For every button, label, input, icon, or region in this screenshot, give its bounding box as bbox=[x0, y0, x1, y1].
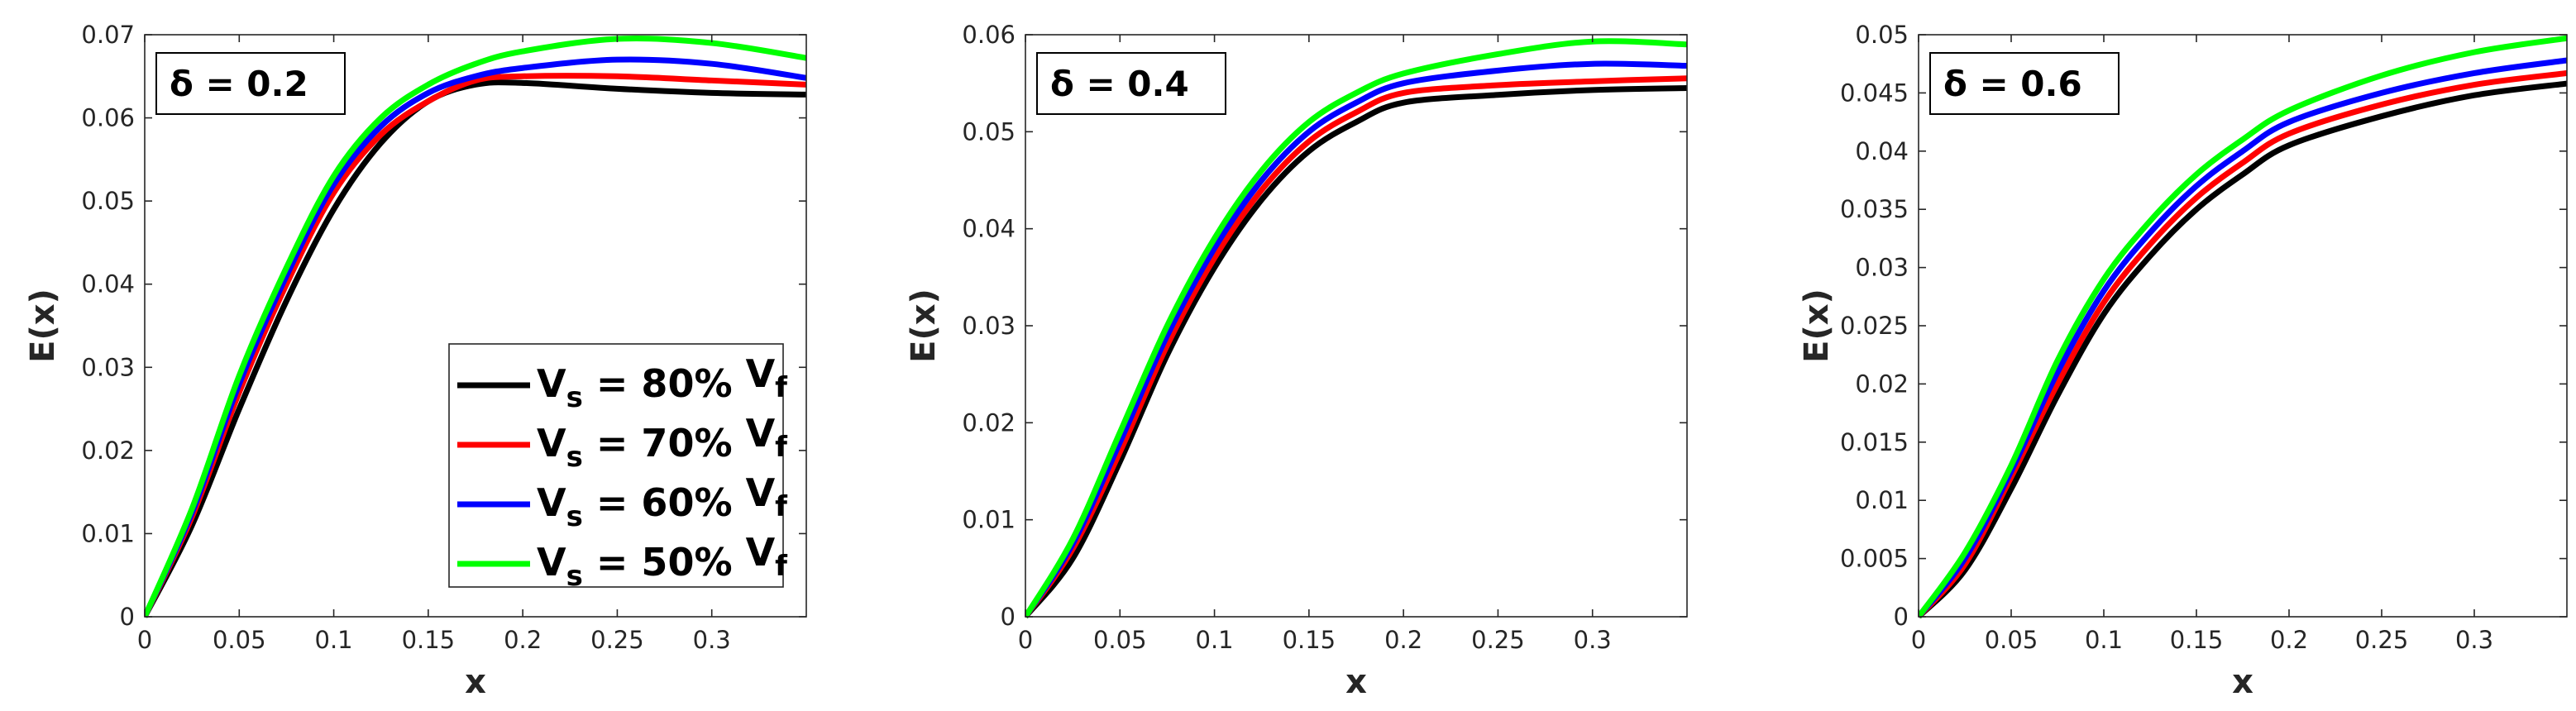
y-tick-label: 0.02 bbox=[81, 437, 135, 465]
series-group bbox=[1025, 38, 1687, 618]
y-tick-label: 0.06 bbox=[962, 21, 1016, 49]
y-tick-label: 0.03 bbox=[962, 312, 1016, 340]
y-axis-label: E(x) bbox=[905, 289, 943, 363]
x-tick-label: 0.1 bbox=[1196, 626, 1234, 654]
y-tick-label: 0.005 bbox=[1840, 545, 1909, 573]
x-tick-label: 0.15 bbox=[2170, 626, 2224, 654]
x-tick-label: 0.2 bbox=[504, 626, 542, 654]
y-tick-label: 0.02 bbox=[1855, 370, 1909, 398]
y-tick-label: 0.025 bbox=[1840, 312, 1909, 340]
x-tick-label: 0.25 bbox=[2355, 626, 2409, 654]
x-tick-label: 0.25 bbox=[1471, 626, 1525, 654]
x-tick-label: 0.1 bbox=[315, 626, 353, 654]
y-tick-label: 0 bbox=[1001, 603, 1016, 631]
x-tick-label: 0.2 bbox=[2270, 626, 2308, 654]
series-group bbox=[1919, 35, 2567, 618]
legend-label-4: Vs = 50% Vf bbox=[537, 530, 788, 593]
delta-label: δ = 0.4 bbox=[1050, 64, 1189, 104]
series-line-3 bbox=[1025, 60, 1687, 618]
legend-label-3: Vs = 60% Vf bbox=[537, 470, 788, 533]
y-tick-label: 0.03 bbox=[1855, 254, 1909, 282]
x-tick-label: 0.1 bbox=[2085, 626, 2123, 654]
y-tick-label: 0.01 bbox=[81, 519, 135, 547]
x-tick-label: 0 bbox=[1911, 626, 1926, 654]
x-tick-label: 0.05 bbox=[1093, 626, 1147, 654]
x-tick-label: 0.05 bbox=[1985, 626, 2038, 654]
x-tick-label: 0.2 bbox=[1384, 626, 1422, 654]
y-tick-label: 0.03 bbox=[81, 353, 135, 381]
x-tick-label: 0.15 bbox=[402, 626, 456, 654]
y-axis-label: E(x) bbox=[24, 289, 62, 363]
y-tick-label: 0.04 bbox=[962, 215, 1016, 243]
x-axis-label: x bbox=[2232, 663, 2253, 701]
series-line-1 bbox=[145, 79, 806, 618]
series-line-2 bbox=[1025, 75, 1687, 618]
x-axis-label: x bbox=[1345, 663, 1367, 701]
series-line-4 bbox=[1025, 38, 1687, 618]
chart-panel-1: 0 0.05 0.1 0.15 0.2 0.25 0.3 0 0.01 0.02 0.03 0.04 0… bbox=[24, 21, 807, 701]
series-line-1 bbox=[1025, 85, 1687, 618]
series-group bbox=[145, 36, 806, 618]
x-axis-label: x bbox=[465, 663, 486, 701]
x-tick-label: 0.3 bbox=[1574, 626, 1612, 654]
y-tick-label: 0.04 bbox=[1855, 137, 1909, 165]
axes-frame bbox=[144, 34, 807, 618]
y-tick-label: 0.01 bbox=[1855, 486, 1909, 514]
delta-annotation: δ = 0.4 bbox=[1036, 52, 1226, 115]
delta-label: δ = 0.6 bbox=[1943, 64, 2082, 104]
y-tick-label: 0.04 bbox=[81, 270, 135, 298]
x-tick-label: 0.05 bbox=[213, 626, 266, 654]
plot-area bbox=[1025, 35, 1687, 617]
delta-label: δ = 0.2 bbox=[170, 64, 308, 104]
series-line-4 bbox=[145, 36, 806, 618]
y-tick-label: 0.05 bbox=[1855, 21, 1909, 49]
delta-annotation: δ = 0.6 bbox=[1929, 52, 2120, 115]
y-axis-label: E(x) bbox=[1798, 289, 1836, 363]
x-tick-label: 0.3 bbox=[693, 626, 731, 654]
legend-label-1: Vs = 80% Vf bbox=[537, 351, 788, 414]
x-tick-label: 0 bbox=[1018, 626, 1033, 654]
y-tick-label: 0.035 bbox=[1840, 195, 1909, 223]
plot-area bbox=[1919, 35, 2567, 617]
y-tick-label: 0 bbox=[1894, 603, 1909, 631]
y-tick-label: 0.045 bbox=[1840, 79, 1909, 107]
series-line-4 bbox=[1919, 35, 2567, 618]
x-tick-label: 0.15 bbox=[1283, 626, 1336, 654]
x-tick-label: 0 bbox=[137, 626, 152, 654]
y-tick-label: 0.015 bbox=[1840, 428, 1909, 456]
y-tick-label: 0.06 bbox=[81, 104, 135, 132]
y-tick-label: 0.07 bbox=[81, 21, 135, 49]
chart-panel-2: 0 0.05 0.1 0.15 0.2 0.25 0.3 0 0.01 0.02 0.03 0.04 0… bbox=[905, 21, 1688, 701]
series-line-1 bbox=[1919, 80, 2567, 618]
y-tick-label: 0.02 bbox=[962, 408, 1016, 437]
legend-label-2: Vs = 70% Vf bbox=[537, 411, 788, 474]
chart-panel-3: 0 0.05 0.1 0.15 0.2 0.25 0.3 0 0.005 0.01 0.015 0.0… bbox=[1798, 21, 2568, 701]
y-tick-label: 0.05 bbox=[962, 117, 1016, 146]
y-tick-label: 0.05 bbox=[81, 187, 135, 215]
y-tick-label: 0 bbox=[120, 603, 135, 631]
x-tick-label: 0.25 bbox=[590, 626, 644, 654]
y-tick-label: 0.01 bbox=[962, 506, 1016, 534]
x-tick-label: 0.3 bbox=[2455, 626, 2493, 654]
delta-annotation: δ = 0.2 bbox=[155, 52, 346, 115]
